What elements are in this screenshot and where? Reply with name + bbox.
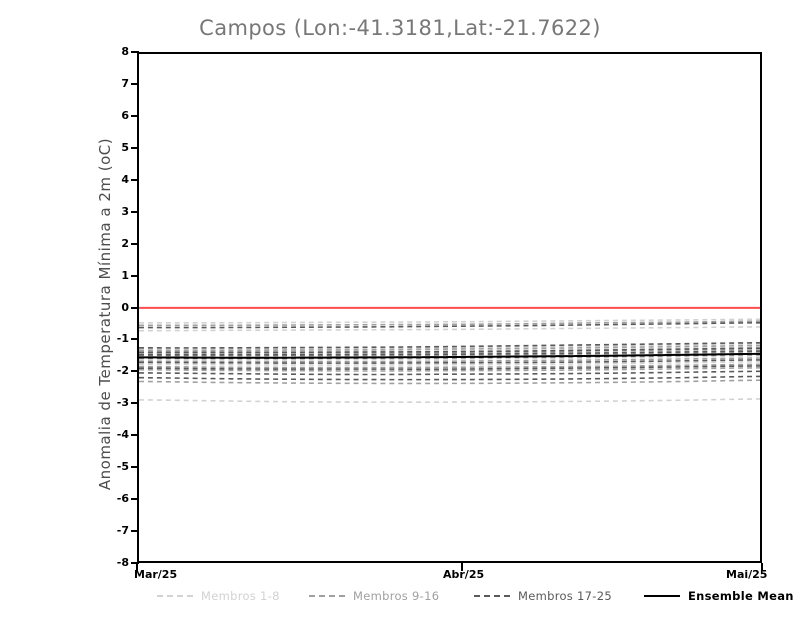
legend-swatch-icon [644,595,680,597]
y-tick-mark [131,338,139,341]
legend-label: Membros 17-25 [518,589,612,603]
y-tick-label-text: -1 [116,332,129,346]
y-tick-label: -7 [95,525,129,537]
y-tick-mark [131,498,139,501]
y-tick-label: -5 [95,461,129,473]
y-tick-label-text: -5 [116,460,129,474]
x-tick-mark [461,563,463,571]
y-tick-mark [131,274,139,277]
y-tick-label-text: 7 [121,76,129,90]
legend-label: Membros 9-16 [353,589,440,603]
y-tick-label: 4 [95,174,129,186]
y-tick-mark [131,562,139,564]
y-tick-label-text: -7 [116,524,129,538]
y-tick-label: 6 [95,110,129,122]
plot-area [137,52,762,563]
chart-legend: Membros 1-8 Membros 9-16 Membros 17-25 Ense… [137,588,793,606]
y-tick-label-text: 4 [121,172,129,186]
y-tick-mark [131,114,139,117]
y-tick-label-text: 6 [121,108,129,122]
y-tick-mark [131,306,139,309]
y-tick-label-text: -3 [116,396,129,410]
x-tick-label: Mar/25 [134,568,178,581]
y-tick-label: -2 [95,365,129,377]
y-tick-label-text: -4 [116,428,129,442]
y-tick-label: -3 [95,397,129,409]
legend-entry: Membros 1-8 [157,588,280,604]
legend-label: Ensemble Mean [688,589,794,603]
y-tick-label-text: 0 [121,300,129,314]
y-tick-mark [131,146,139,149]
y-tick-mark [131,82,139,85]
y-tick-label: 0 [95,302,129,314]
legend-swatch-icon [309,595,345,597]
legend-entry: Membros 9-16 [309,588,439,604]
y-tick-label-text: -2 [116,364,129,378]
legend-entry: Membros 17-25 [474,588,612,604]
y-tick-label: 1 [95,270,129,282]
y-tick-label-text: 5 [121,140,129,154]
y-tick-label-text: 3 [121,204,129,218]
plot-canvas [139,54,760,561]
x-tick-mark [761,563,763,571]
y-tick-mark [131,370,139,373]
x-tick-label: Mai/25 [726,568,768,581]
y-tick-label: 5 [95,142,129,154]
y-tick-mark [131,466,139,469]
chart-title: Campos (Lon:-41.3181,Lat:-21.7622) [199,16,601,40]
y-tick-mark [131,210,139,213]
y-tick-label: -1 [95,333,129,345]
y-tick-mark [131,51,139,53]
y-tick-label: 2 [95,238,129,250]
legend-entry: Ensemble Mean [644,588,794,604]
legend-label: Membros 1-8 [201,589,280,603]
y-tick-mark [131,402,139,405]
y-tick-label: 8 [95,46,129,58]
x-tick-mark [136,563,138,571]
y-tick-label-text: -8 [116,556,129,569]
y-tick-label-text: -6 [116,492,129,506]
legend-swatch-icon [474,595,510,597]
y-tick-label-text: 1 [121,268,129,282]
y-tick-label: 3 [95,206,129,218]
y-tick-mark [131,178,139,181]
y-tick-mark [131,530,139,533]
y-tick-label: -4 [95,429,129,441]
x-tick-label: Abr/25 [443,568,485,581]
y-tick-label: -6 [95,493,129,505]
y-tick-label: -8 [95,557,129,569]
y-tick-label: 7 [95,78,129,90]
y-tick-label-text: 2 [121,236,129,250]
y-tick-mark [131,434,139,437]
y-tick-label-text: 8 [121,45,129,58]
legend-swatch-icon [157,595,193,597]
y-tick-mark [131,242,139,245]
